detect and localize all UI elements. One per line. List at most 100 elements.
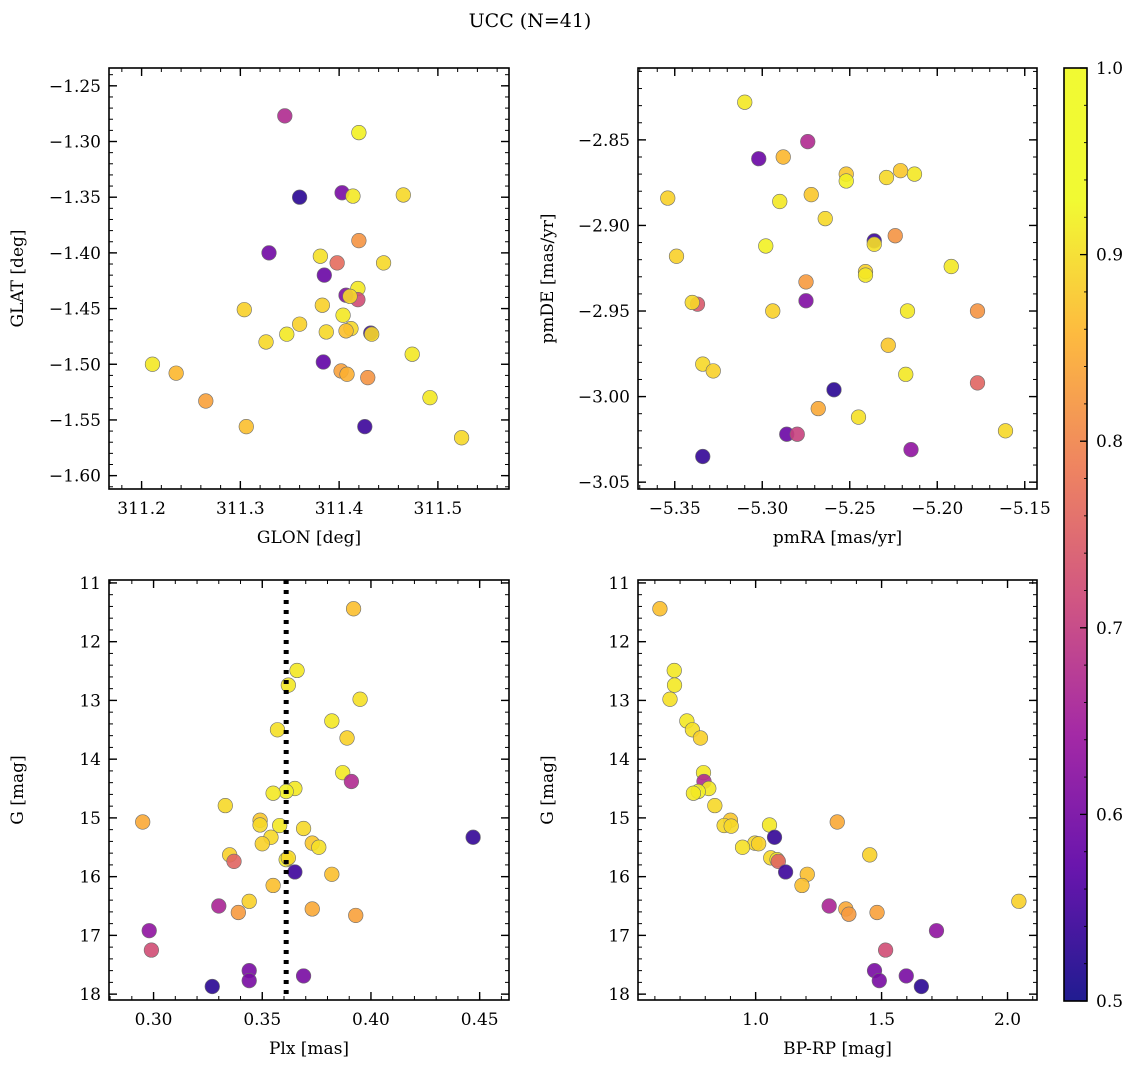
data-point bbox=[880, 337, 896, 353]
data-point bbox=[903, 442, 919, 458]
data-point bbox=[899, 303, 916, 319]
data-point bbox=[737, 94, 753, 110]
data-point bbox=[800, 133, 816, 150]
data-point bbox=[343, 773, 359, 790]
y-tick-label: −2.90 bbox=[578, 216, 630, 236]
data-point bbox=[315, 354, 331, 370]
data-point bbox=[684, 294, 700, 311]
data-point bbox=[758, 238, 774, 254]
x-tick-label: −5.25 bbox=[824, 499, 876, 519]
x-tick-label: 311.3 bbox=[216, 499, 265, 519]
data-point bbox=[238, 419, 254, 435]
data-point bbox=[265, 785, 281, 801]
data-point bbox=[329, 255, 345, 271]
data-point bbox=[826, 382, 842, 398]
data-point bbox=[339, 366, 355, 382]
panel-plx_g: 0.30 0.35 0.40 0.45 11 12 13 14 15 16 17 18 Plx [mas… bbox=[8, 574, 510, 1059]
data-point bbox=[685, 785, 702, 801]
data-point bbox=[857, 267, 874, 283]
data-point bbox=[898, 968, 914, 984]
y-tick-label: 14 bbox=[608, 750, 630, 770]
data-point bbox=[316, 267, 332, 283]
colorbar-tick-label: 0.7 bbox=[1096, 619, 1123, 639]
ticks-glon_glat: 311.2 311.3 311.4 311.5 −1.25 −1.30 −1.35 −1.40… bbox=[49, 68, 509, 519]
y-tick-label: 14 bbox=[79, 750, 101, 770]
data-point bbox=[892, 163, 909, 179]
data-point bbox=[395, 187, 411, 203]
data-point bbox=[1011, 893, 1027, 909]
data-point bbox=[304, 901, 320, 917]
points-bprp_g bbox=[652, 601, 1027, 995]
figure-title: UCC (N=41) bbox=[469, 10, 592, 32]
data-point bbox=[969, 375, 986, 391]
y-tick-label: −1.45 bbox=[49, 300, 101, 320]
data-point bbox=[803, 187, 819, 203]
y-axis-label: G [mag] bbox=[8, 755, 28, 824]
y-tick-label: 12 bbox=[608, 633, 630, 653]
data-point bbox=[141, 923, 157, 939]
colorbar-tick-label: 1.0 bbox=[1096, 59, 1123, 79]
colorbar-gradient bbox=[1064, 68, 1087, 1001]
data-point bbox=[241, 893, 257, 909]
data-point bbox=[279, 326, 295, 342]
data-point bbox=[969, 303, 986, 319]
points-glon_glat bbox=[144, 108, 470, 446]
data-point bbox=[692, 730, 709, 746]
y-tick-label: −1.30 bbox=[49, 133, 101, 153]
data-point bbox=[348, 907, 364, 924]
axes-frame bbox=[637, 579, 1038, 1001]
data-point bbox=[254, 836, 270, 852]
data-point bbox=[289, 662, 305, 679]
data-point bbox=[352, 691, 368, 707]
data-point bbox=[364, 326, 380, 342]
data-point bbox=[850, 409, 867, 425]
data-point bbox=[453, 430, 470, 446]
y-tick-label: −2.85 bbox=[578, 131, 630, 151]
data-point bbox=[324, 713, 340, 729]
y-tick-label: −1.25 bbox=[49, 77, 101, 97]
data-point bbox=[339, 730, 355, 746]
data-point bbox=[324, 866, 340, 882]
data-point bbox=[258, 334, 274, 350]
data-point bbox=[906, 166, 923, 182]
data-point bbox=[342, 288, 358, 304]
y-tick-label: 13 bbox=[79, 691, 101, 711]
data-point bbox=[765, 303, 781, 319]
data-point bbox=[778, 864, 794, 880]
y-tick-label: −2.95 bbox=[578, 302, 630, 322]
data-point bbox=[277, 108, 293, 124]
colorbar-tick-label: 0.6 bbox=[1096, 805, 1123, 825]
data-point bbox=[292, 316, 308, 332]
data-point bbox=[144, 356, 161, 372]
data-point bbox=[261, 245, 277, 261]
data-point bbox=[269, 722, 286, 738]
scatter-panels: 311.2 311.3 311.4 311.5 −1.25 −1.30 −1.35 −1.40… bbox=[8, 67, 1051, 1059]
data-point bbox=[997, 423, 1014, 439]
x-axis-label: GLON [deg] bbox=[257, 528, 361, 548]
x-tick-label: 0.35 bbox=[243, 1010, 281, 1030]
data-point bbox=[292, 189, 308, 205]
x-tick-label: 1.5 bbox=[868, 1010, 895, 1030]
data-point bbox=[360, 370, 376, 386]
data-point bbox=[135, 814, 151, 830]
data-point bbox=[821, 898, 837, 914]
data-point bbox=[666, 677, 683, 693]
points-pmra_pmde bbox=[660, 94, 1014, 465]
colorbar: 0.5 0.6 0.7 0.8 0.9 1.0 bbox=[1063, 59, 1123, 1012]
data-point bbox=[898, 366, 914, 382]
data-point bbox=[866, 236, 882, 252]
data-point bbox=[810, 400, 826, 417]
x-tick-label: 311.4 bbox=[315, 499, 364, 519]
data-point bbox=[198, 393, 214, 409]
y-tick-label: 11 bbox=[608, 574, 630, 594]
y-tick-label: 16 bbox=[79, 868, 101, 888]
data-point bbox=[707, 797, 723, 814]
y-axis-label: pmDE [mas/yr] bbox=[538, 213, 558, 343]
x-tick-label: 0.30 bbox=[135, 1010, 173, 1030]
data-point bbox=[913, 978, 929, 995]
data-point bbox=[928, 923, 945, 939]
y-axis-label: G [mag] bbox=[538, 755, 558, 824]
colorbar-tick-label: 0.8 bbox=[1096, 432, 1123, 452]
data-point bbox=[230, 904, 246, 921]
